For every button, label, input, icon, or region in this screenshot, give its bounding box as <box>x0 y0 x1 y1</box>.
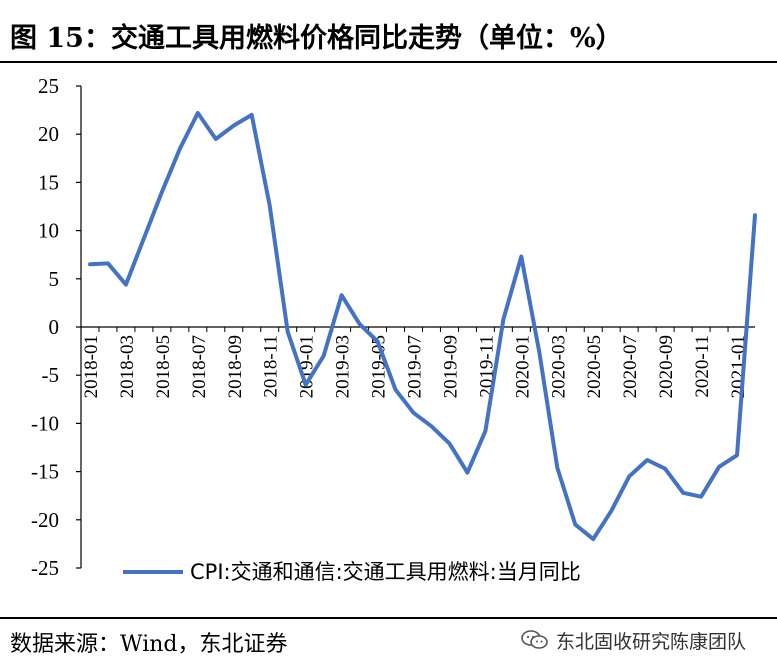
wechat-logo-icon <box>521 630 548 649</box>
x-tick-label: 2018-09 <box>225 335 246 398</box>
x-tick-label: 2018-05 <box>153 335 174 398</box>
y-tick-label: 10 <box>38 219 59 243</box>
x-tick-label: 2018-07 <box>189 335 210 398</box>
x-tick-label: 2019-01 <box>297 335 318 398</box>
watermark-text: 东北固收研究陈康团队 <box>556 630 747 653</box>
x-tick-label: 2020-09 <box>656 335 677 398</box>
legend-label: CPI:交通和通信:交通工具用燃料:当月同比 <box>190 560 581 584</box>
x-tick-label: 2019-05 <box>369 335 390 398</box>
watermark: 东北固收研究陈康团队 <box>520 627 770 653</box>
x-tick-label: 2020-01 <box>512 335 533 398</box>
x-tick-label: 2019-09 <box>440 335 461 398</box>
x-tick-label: 2018-03 <box>117 335 138 398</box>
x-tick-label: 2019-03 <box>333 335 354 398</box>
x-tick-label: 2020-11 <box>692 335 713 398</box>
y-tick-label: -10 <box>31 411 59 435</box>
legend: CPI:交通和通信:交通工具用燃料:当月同比 <box>123 560 581 584</box>
x-tick-label: 2020-07 <box>620 335 641 398</box>
y-axis: 25 20 15 10 5 0 -5 -10 -15 -20 -25 <box>31 74 82 580</box>
y-tick-label: -25 <box>31 556 59 580</box>
series-line <box>88 111 757 542</box>
series-layer <box>88 111 757 542</box>
y-tick-label: 0 <box>49 315 60 339</box>
x-tick-label: 2018-11 <box>261 335 282 398</box>
x-tick-label: 2020-05 <box>584 335 605 398</box>
figure-title: 图 15：交通工具用燃料价格同比走势（单位：%） <box>10 23 623 54</box>
y-tick-label: 15 <box>38 170 59 194</box>
y-tick-label: 25 <box>38 74 59 98</box>
y-tick-label: -5 <box>42 363 60 387</box>
title-divider <box>0 61 777 63</box>
x-tick-label: 2018-01 <box>81 335 102 398</box>
x-axis: 2018-01 2018-03 2018-05 2018-07 2018-09 2018-… <box>80 326 755 398</box>
y-tick-label: -20 <box>31 508 59 532</box>
source-note: 数据来源：Wind，东北证券 <box>10 632 288 657</box>
x-tick-label: 2020-03 <box>548 335 569 398</box>
y-tick-label: 20 <box>38 122 59 146</box>
y-tick-label: 5 <box>49 267 60 291</box>
footer-divider <box>0 617 777 619</box>
x-tick-label: 2019-07 <box>405 335 426 398</box>
y-tick-label: -15 <box>31 460 59 484</box>
